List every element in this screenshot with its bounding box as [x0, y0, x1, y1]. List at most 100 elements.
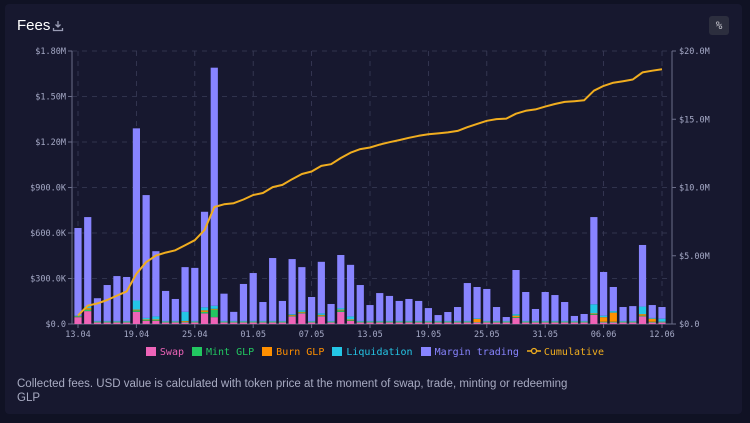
bar-burn-glp — [298, 311, 306, 313]
bar-mint-glp — [132, 310, 140, 312]
x-tick-label: 06.06 — [591, 330, 617, 340]
bar-margin-trading — [103, 285, 111, 321]
bar-liquidation — [327, 320, 335, 322]
bar-liquidation — [356, 320, 364, 322]
bar-mint-glp — [346, 320, 355, 321]
bar-liquidation — [590, 304, 598, 314]
bar-burn-glp — [473, 318, 481, 323]
bar-liquidation — [463, 320, 471, 322]
bar-margin-trading — [298, 267, 306, 311]
bar-liquidation — [132, 300, 140, 310]
bar-margin-trading — [444, 312, 452, 321]
bar-swap — [385, 322, 394, 324]
bar-liquidation — [512, 314, 520, 316]
bar-swap — [249, 322, 257, 324]
x-tick-label: 07.05 — [299, 330, 325, 340]
chart-legend: Swap Mint GLP Burn GLP Liquidation Margin tr… — [0, 347, 750, 358]
bar-margin-trading — [191, 267, 199, 321]
bar-liquidation — [551, 320, 559, 322]
bar-margin-trading — [220, 293, 228, 321]
bar-margin-trading — [638, 244, 647, 307]
legend-label: Mint GLP — [206, 347, 255, 358]
y-left-tick-label: $1.20M — [35, 138, 66, 148]
bar-margin-trading — [648, 305, 656, 318]
bar-margin-trading — [522, 291, 530, 321]
y-left-tick-label: $900.0K — [30, 184, 67, 194]
legend-item-swap[interactable]: Swap — [145, 347, 184, 358]
bar-liquidation — [385, 320, 394, 322]
y-right-tick-label: $20.0M — [679, 47, 710, 57]
bar-margin-trading — [346, 264, 355, 317]
bar-margin-trading — [142, 195, 150, 318]
bar-liquidation — [424, 320, 432, 322]
bar-swap — [395, 322, 403, 324]
legend-swatch — [262, 347, 273, 356]
bar-liquidation — [502, 320, 510, 322]
bar-margin-trading — [561, 302, 569, 321]
bar-liquidation — [473, 318, 481, 319]
bar-burn-glp — [648, 318, 656, 322]
bar-liquidation — [561, 320, 569, 322]
bar-liquidation — [638, 306, 647, 315]
bar-swap — [551, 322, 559, 324]
bar-margin-trading — [210, 67, 218, 306]
bar-swap — [648, 322, 656, 324]
legend-item-burn-glp[interactable]: Burn GLP — [262, 347, 324, 358]
legend-item-liquidation[interactable]: Liquidation — [332, 347, 413, 358]
bar-swap — [337, 311, 345, 324]
bar-liquidation — [93, 320, 102, 322]
legend-item-mint-glp[interactable]: Mint GLP — [192, 347, 254, 358]
download-icon[interactable] — [52, 20, 64, 32]
bar-margin-trading — [249, 273, 257, 321]
bar-swap — [600, 322, 608, 324]
bar-liquidation — [288, 314, 296, 315]
bar-burn-glp — [346, 319, 355, 321]
bar-liquidation — [200, 307, 209, 311]
bar-burn-glp — [181, 320, 189, 322]
bar-swap — [327, 322, 335, 324]
bar-liquidation — [239, 320, 248, 322]
bar-burn-glp — [152, 319, 160, 321]
bar-liquidation — [346, 316, 355, 320]
bar-mint-glp — [609, 321, 617, 323]
bar-liquidation — [629, 320, 637, 322]
legend-swatch — [192, 347, 202, 356]
bar-liquidation — [103, 320, 111, 322]
bar-margin-trading — [502, 317, 510, 321]
bar-swap — [415, 322, 423, 324]
y-right-tick-label: $10.0M — [679, 184, 710, 194]
bar-liquidation — [522, 320, 530, 322]
x-tick-label: 31.05 — [532, 330, 558, 340]
bar-mint-glp — [84, 309, 92, 312]
bar-margin-trading — [619, 307, 627, 321]
percent-toggle-button[interactable]: % — [709, 16, 729, 35]
bar-liquidation — [249, 320, 257, 322]
x-tick-label: 25.04 — [182, 330, 208, 340]
bar-margin-trading — [259, 302, 267, 321]
bar-mint-glp — [288, 315, 296, 317]
bar-liquidation — [278, 320, 286, 322]
bar-margin-trading — [356, 285, 364, 321]
bar-burn-glp — [142, 319, 150, 321]
bar-liquidation — [444, 320, 452, 322]
x-tick-label: 19.04 — [124, 330, 150, 340]
legend-item-cumulative[interactable]: Cumulative — [526, 347, 604, 358]
y-left-tick-label: $1.80M — [35, 47, 66, 57]
bar-liquidation — [171, 320, 179, 322]
bar-liquidation — [531, 320, 540, 322]
x-tick-label: 19.05 — [416, 330, 442, 340]
bar-margin-trading — [570, 315, 578, 321]
cumulative-line — [77, 68, 663, 317]
bar-swap — [210, 317, 218, 324]
bar-liquidation — [415, 320, 423, 322]
bar-burn-glp — [512, 315, 520, 318]
bar-margin-trading — [531, 308, 540, 321]
bar-burn-glp — [317, 314, 325, 316]
bar-mint-glp — [181, 321, 189, 323]
bar-margin-trading — [162, 290, 170, 321]
legend-item-margin-trading[interactable]: Margin trading — [420, 347, 519, 358]
bar-swap — [298, 313, 306, 324]
bar-swap — [171, 322, 179, 324]
bar-margin-trading — [132, 128, 140, 301]
